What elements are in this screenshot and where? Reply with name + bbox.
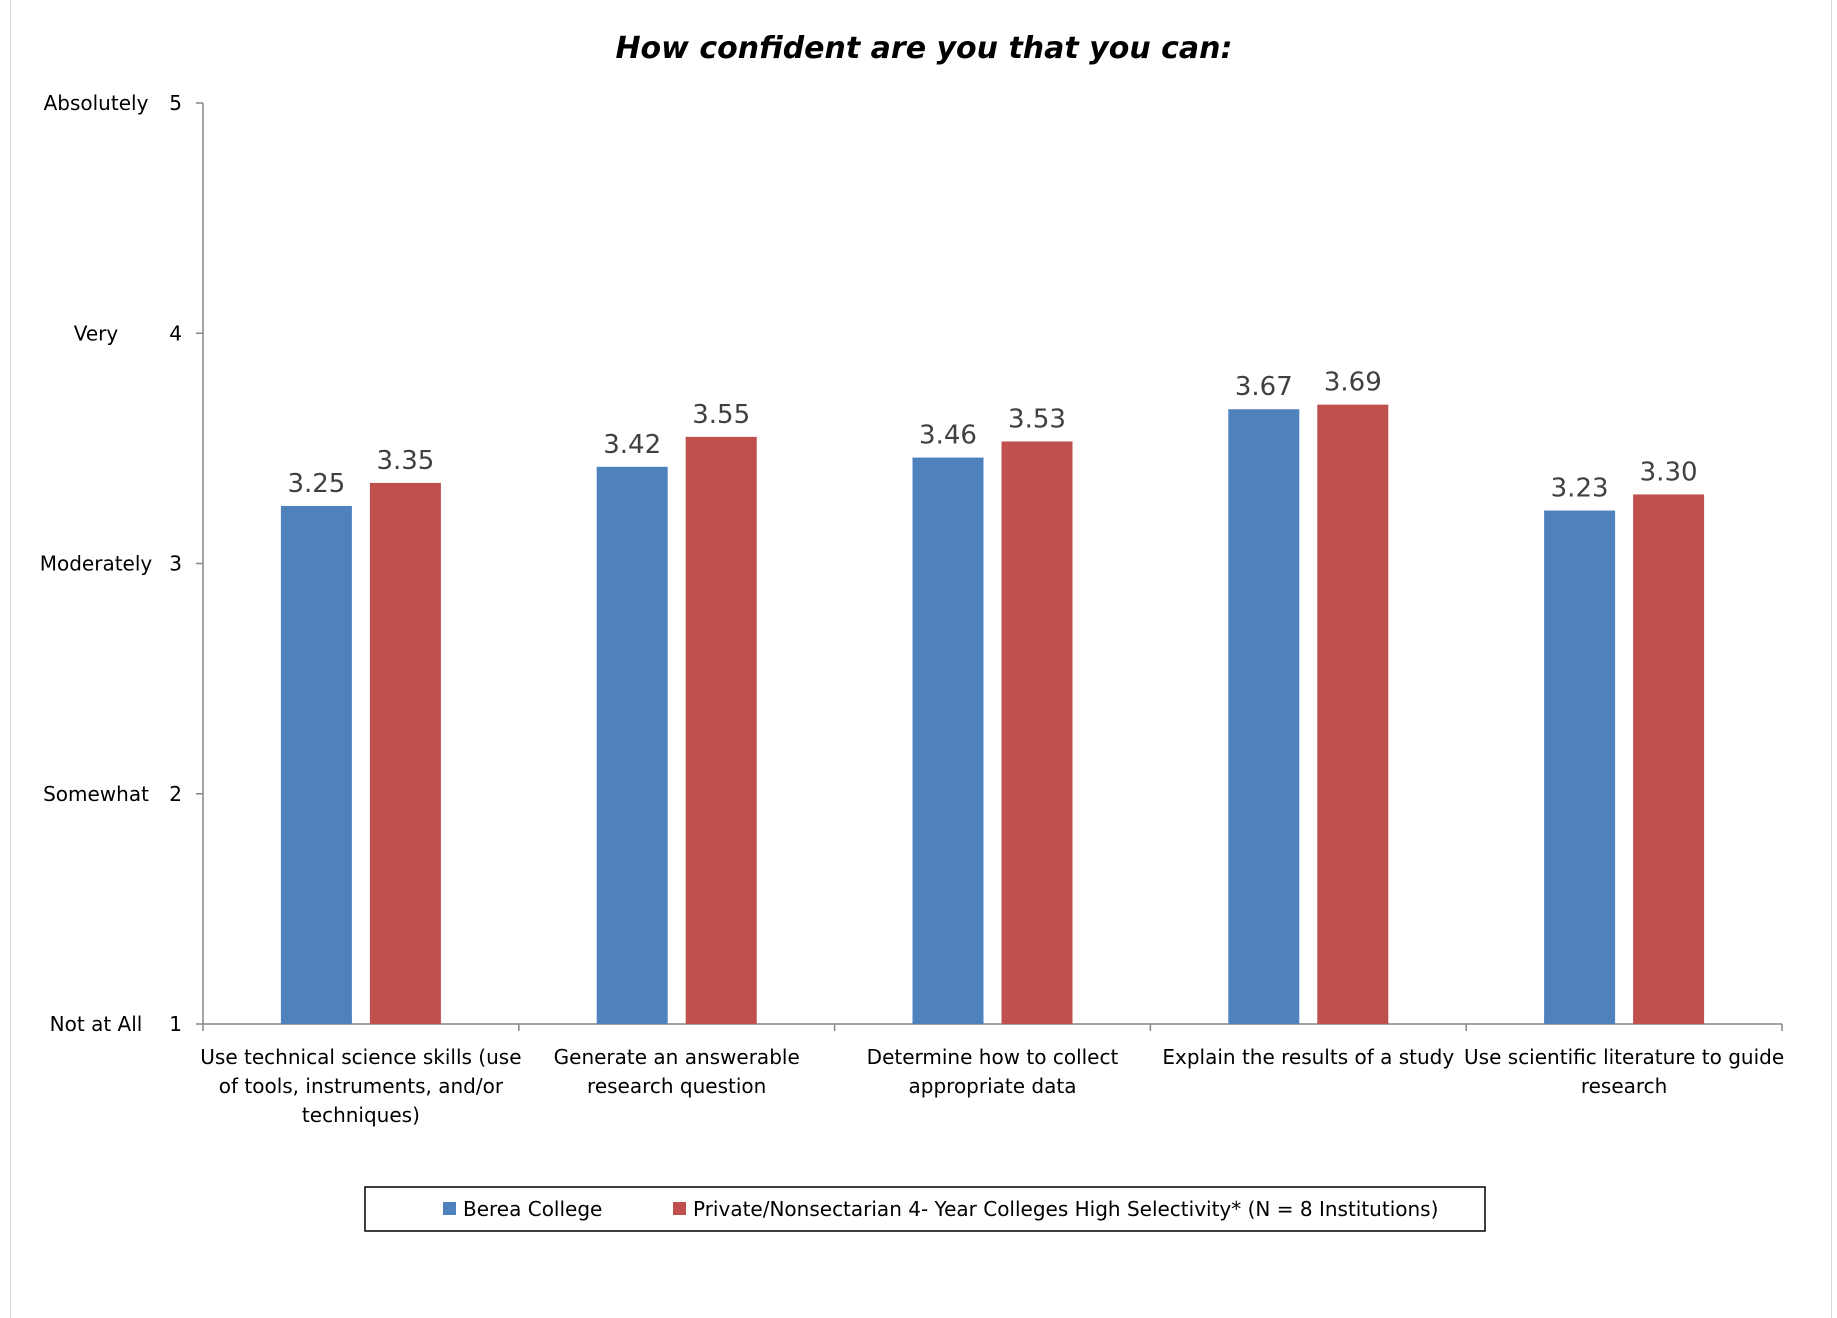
x-category-label: Explain the results of a study bbox=[1162, 1045, 1454, 1069]
bar-berea-5 bbox=[1544, 510, 1616, 1025]
y-scale-label: Absolutely bbox=[44, 91, 149, 115]
data-label: 3.25 bbox=[287, 469, 345, 499]
y-tick-label: 4 bbox=[169, 321, 182, 345]
bar-comparison-5 bbox=[1633, 494, 1705, 1024]
y-tick-label: 3 bbox=[169, 552, 182, 576]
y-scale-label: Moderately bbox=[40, 552, 153, 576]
y-tick-label: 2 bbox=[169, 782, 182, 806]
x-category-label: Use technical science skills (use of tool… bbox=[200, 1045, 521, 1127]
x-category-label-line: of tools, instruments, and/or bbox=[219, 1074, 504, 1098]
legend-label: Private/Nonsectarian 4- Year Colleges Hi… bbox=[693, 1197, 1438, 1221]
data-label: 3.69 bbox=[1324, 368, 1382, 398]
x-category-label: Use scientific literature to guide resear… bbox=[1464, 1045, 1784, 1098]
x-category-label-line: Determine how to collect bbox=[867, 1045, 1119, 1069]
bar-comparison-3 bbox=[1001, 441, 1073, 1024]
x-category-label-line: appropriate data bbox=[909, 1074, 1077, 1098]
x-category-label: Determine how to collect appropriate data bbox=[867, 1045, 1119, 1098]
x-category-label-line: Use technical science skills (use bbox=[200, 1045, 521, 1069]
bar-comparison-2 bbox=[685, 436, 757, 1024]
legend-swatch bbox=[673, 1202, 686, 1215]
data-label: 3.42 bbox=[603, 430, 661, 460]
x-category-label-line: techniques) bbox=[302, 1103, 420, 1127]
category-labels: Use technical science skills (use of tool… bbox=[200, 1045, 1784, 1127]
value-labels: 3.25 3.42 3.46 3.67 3.23 3.35 3.55 3.53 3.69 3.30 bbox=[287, 368, 1697, 504]
x-category-label-line: Generate an answerable bbox=[554, 1045, 800, 1069]
x-category-label-line: research bbox=[1581, 1074, 1668, 1098]
x-category-label-line: research question bbox=[587, 1074, 766, 1098]
y-scale-label: Not at All bbox=[50, 1012, 143, 1036]
data-label: 3.35 bbox=[376, 446, 434, 476]
bars bbox=[280, 404, 1705, 1025]
y-tick-label: 5 bbox=[169, 91, 182, 115]
data-label: 3.46 bbox=[919, 421, 977, 451]
bar-berea-1 bbox=[280, 505, 352, 1024]
data-label: 3.67 bbox=[1235, 372, 1293, 402]
axes: 1 Not at All 2 Somewhat 3 Moderately 4 Very 5 Abs… bbox=[40, 91, 1783, 1036]
bar-berea-2 bbox=[596, 466, 668, 1024]
y-tick-label: 1 bbox=[169, 1012, 182, 1036]
data-label: 3.53 bbox=[1008, 404, 1066, 434]
data-label: 3.23 bbox=[1551, 474, 1609, 504]
y-scale-label: Somewhat bbox=[43, 782, 149, 806]
legend-swatch bbox=[443, 1202, 456, 1215]
x-category-label: Generate an answerable research question bbox=[554, 1045, 800, 1098]
y-scale-label: Very bbox=[74, 321, 119, 345]
chart-frame bbox=[10, 0, 1832, 1318]
data-label: 3.55 bbox=[692, 400, 750, 430]
legend-label: Berea College bbox=[463, 1197, 602, 1221]
bar-berea-4 bbox=[1228, 409, 1300, 1024]
legend-box bbox=[364, 1186, 1486, 1232]
chart-title: How confident are you that you can: bbox=[615, 31, 1232, 66]
bar-berea-3 bbox=[912, 457, 984, 1025]
bar-comparison-1 bbox=[369, 482, 441, 1025]
data-label: 3.30 bbox=[1640, 457, 1698, 487]
x-category-label-line: Explain the results of a study bbox=[1162, 1045, 1454, 1069]
x-category-label-line: Use scientific literature to guide bbox=[1464, 1045, 1784, 1069]
bar-comparison-4 bbox=[1317, 404, 1389, 1024]
legend: Berea College Private/Nonsectarian 4- Yea… bbox=[364, 1186, 1486, 1232]
